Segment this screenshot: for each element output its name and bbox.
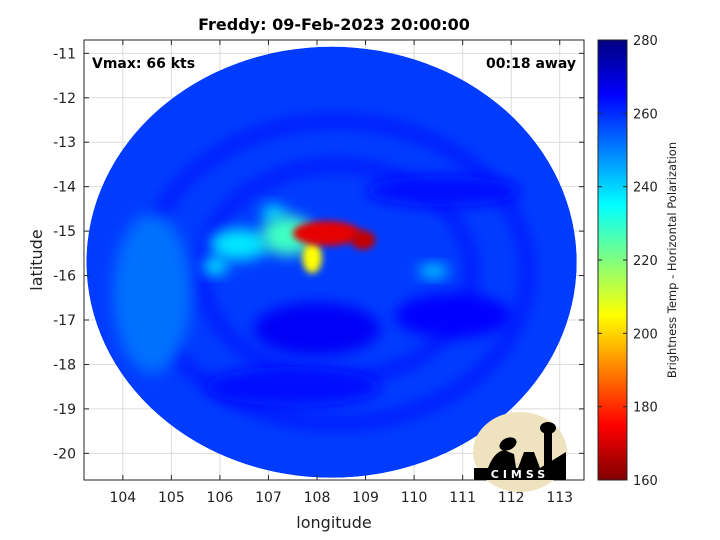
x-tick-label: 105 bbox=[158, 490, 185, 506]
colorbar-label: Brightness Temp - Horizontal Polarizatio… bbox=[665, 142, 679, 378]
y-tick-label: -14 bbox=[53, 180, 76, 196]
x-tick-label: 112 bbox=[498, 490, 525, 506]
plot-frame bbox=[83, 39, 585, 481]
x-tick-label: 107 bbox=[255, 490, 282, 506]
x-tick-label: 106 bbox=[207, 490, 234, 506]
x-tick-label: 108 bbox=[304, 490, 331, 506]
swath-feature bbox=[113, 213, 191, 374]
x-tick-label: 109 bbox=[352, 490, 379, 506]
swath-feature bbox=[418, 264, 449, 278]
colorbar-tick-label: 240 bbox=[633, 181, 658, 196]
y-tick-label: -11 bbox=[53, 46, 76, 62]
y-tick-label: -15 bbox=[53, 224, 76, 240]
colorbar-tick-label: 220 bbox=[633, 254, 658, 269]
y-tick-label: -20 bbox=[53, 446, 76, 462]
y-tick-label: -19 bbox=[53, 402, 76, 418]
swath-feature bbox=[253, 302, 381, 356]
colorbar: 280 260 240 220 200 180 160 Brightness Temp - … bbox=[597, 34, 679, 489]
cimss-logo: CIMSS bbox=[473, 412, 567, 492]
swath-feature bbox=[350, 230, 376, 250]
colorbar-tick-label: 180 bbox=[633, 401, 658, 416]
swath-feature bbox=[205, 366, 381, 407]
y-tick-label: -18 bbox=[53, 357, 76, 373]
swath-disk bbox=[86, 46, 577, 478]
x-tick-label: 110 bbox=[401, 490, 428, 506]
colorbar-tick-label: 160 bbox=[633, 474, 658, 489]
colorbar-tick-label: 280 bbox=[633, 34, 658, 49]
y-axis-label: latitude bbox=[27, 229, 46, 290]
swath-feature bbox=[365, 175, 521, 207]
x-axis-label: longitude bbox=[296, 513, 371, 532]
swath-feature bbox=[292, 220, 361, 246]
y-tick-label: -17 bbox=[53, 313, 76, 329]
vmax-annotation: Vmax: 66 kts bbox=[92, 56, 195, 72]
swath-feature bbox=[394, 293, 512, 338]
chart-title: Freddy: 09-Feb-2023 20:00:00 bbox=[198, 15, 470, 34]
swath-image bbox=[86, 46, 577, 478]
colorbar-tick-label: 200 bbox=[633, 327, 658, 342]
colorbar-gradient bbox=[598, 40, 627, 480]
swath-feature bbox=[202, 258, 228, 275]
x-tick-label: 104 bbox=[109, 490, 136, 506]
swath-feature bbox=[302, 242, 322, 274]
x-tick-label: 111 bbox=[449, 490, 476, 506]
time-away-annotation: 00:18 away bbox=[486, 56, 576, 72]
y-tick-label: -13 bbox=[53, 135, 76, 151]
cimss-logo-text: CIMSS bbox=[491, 468, 549, 481]
y-tick-label: -16 bbox=[53, 269, 76, 285]
axis-ticks: 104 105 106 107 108 109 110 111 112 113 -11 -12 -13 -… bbox=[53, 40, 584, 506]
swath-feature bbox=[210, 228, 269, 260]
y-tick-label: -12 bbox=[53, 91, 76, 107]
colorbar-tick-label: 260 bbox=[633, 107, 658, 122]
colorbar-ticks: 280 260 240 220 200 180 160 bbox=[598, 34, 658, 489]
x-tick-label: 113 bbox=[546, 490, 573, 506]
